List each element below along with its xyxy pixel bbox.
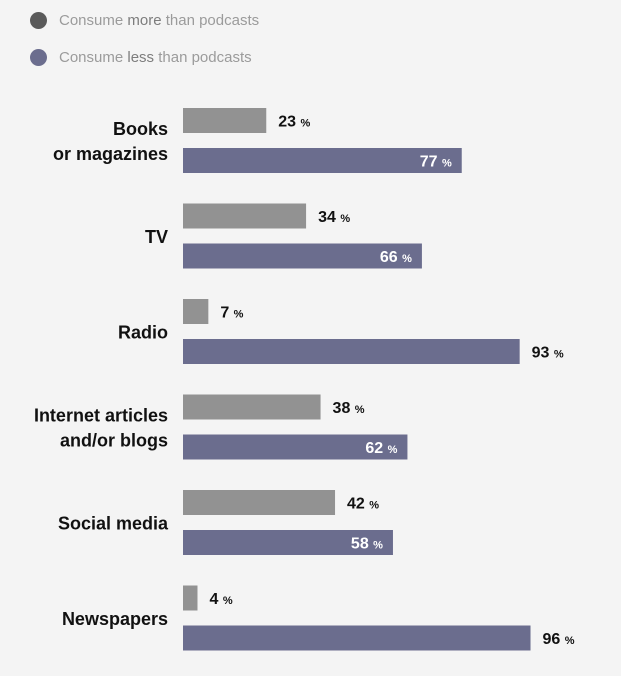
value-label-more-internet-articles-and-or-blogs: 38 % [333,400,365,417]
category-label-books-or-magazines: or magazines [53,144,168,164]
category-label-newspapers: Newspapers [62,609,168,629]
legend-label-more: Consume more than podcasts [59,12,260,29]
value-label-less-social-media: 58 % [351,536,383,553]
bar-more-books-or-magazines [183,108,267,133]
category-label-social-media: Social media [58,514,169,534]
value-label-more-tv: 34 % [318,209,350,226]
bar-more-social-media [183,490,336,515]
bar-more-radio [183,299,209,324]
legend-item-less: Consume less than podcasts [30,49,252,66]
value-label-more-newspapers: 4 % [209,591,232,608]
value-label-less-radio: 93 % [532,345,564,362]
value-label-less-books-or-magazines: 77 % [420,154,452,171]
value-label-less-tv: 66 % [380,249,412,266]
legend-swatch-less [30,49,47,66]
category-label-radio: Radio [118,323,168,343]
bar-more-newspapers [183,585,198,611]
legend-swatch-more [30,12,47,29]
value-label-less-newspapers: 96 % [543,631,575,648]
bar-less-radio [183,339,520,364]
bar-less-social-media [183,530,393,555]
bar-more-internet-articles-and-or-blogs [183,394,321,420]
value-label-more-books-or-magazines: 23 % [278,114,310,131]
legend-label-less: Consume less than podcasts [59,49,252,66]
value-label-less-internet-articles-and-or-blogs: 62 % [365,440,397,457]
category-label-internet-articles-and-or-blogs: and/or blogs [60,431,168,451]
category-label-internet-articles-and-or-blogs: Internet articles [34,406,168,426]
bar-more-tv [183,203,307,229]
category-label-tv: TV [145,227,168,247]
bar-less-tv [183,243,422,269]
bar-less-books-or-magazines [183,148,462,173]
legend-item-more: Consume more than podcasts [30,12,259,29]
value-label-more-radio: 7 % [220,305,243,322]
bar-less-newspapers [183,625,531,651]
value-label-more-social-media: 42 % [347,496,379,513]
bar-less-internet-articles-and-or-blogs [183,434,408,460]
category-label-books-or-magazines: Books [113,119,168,139]
